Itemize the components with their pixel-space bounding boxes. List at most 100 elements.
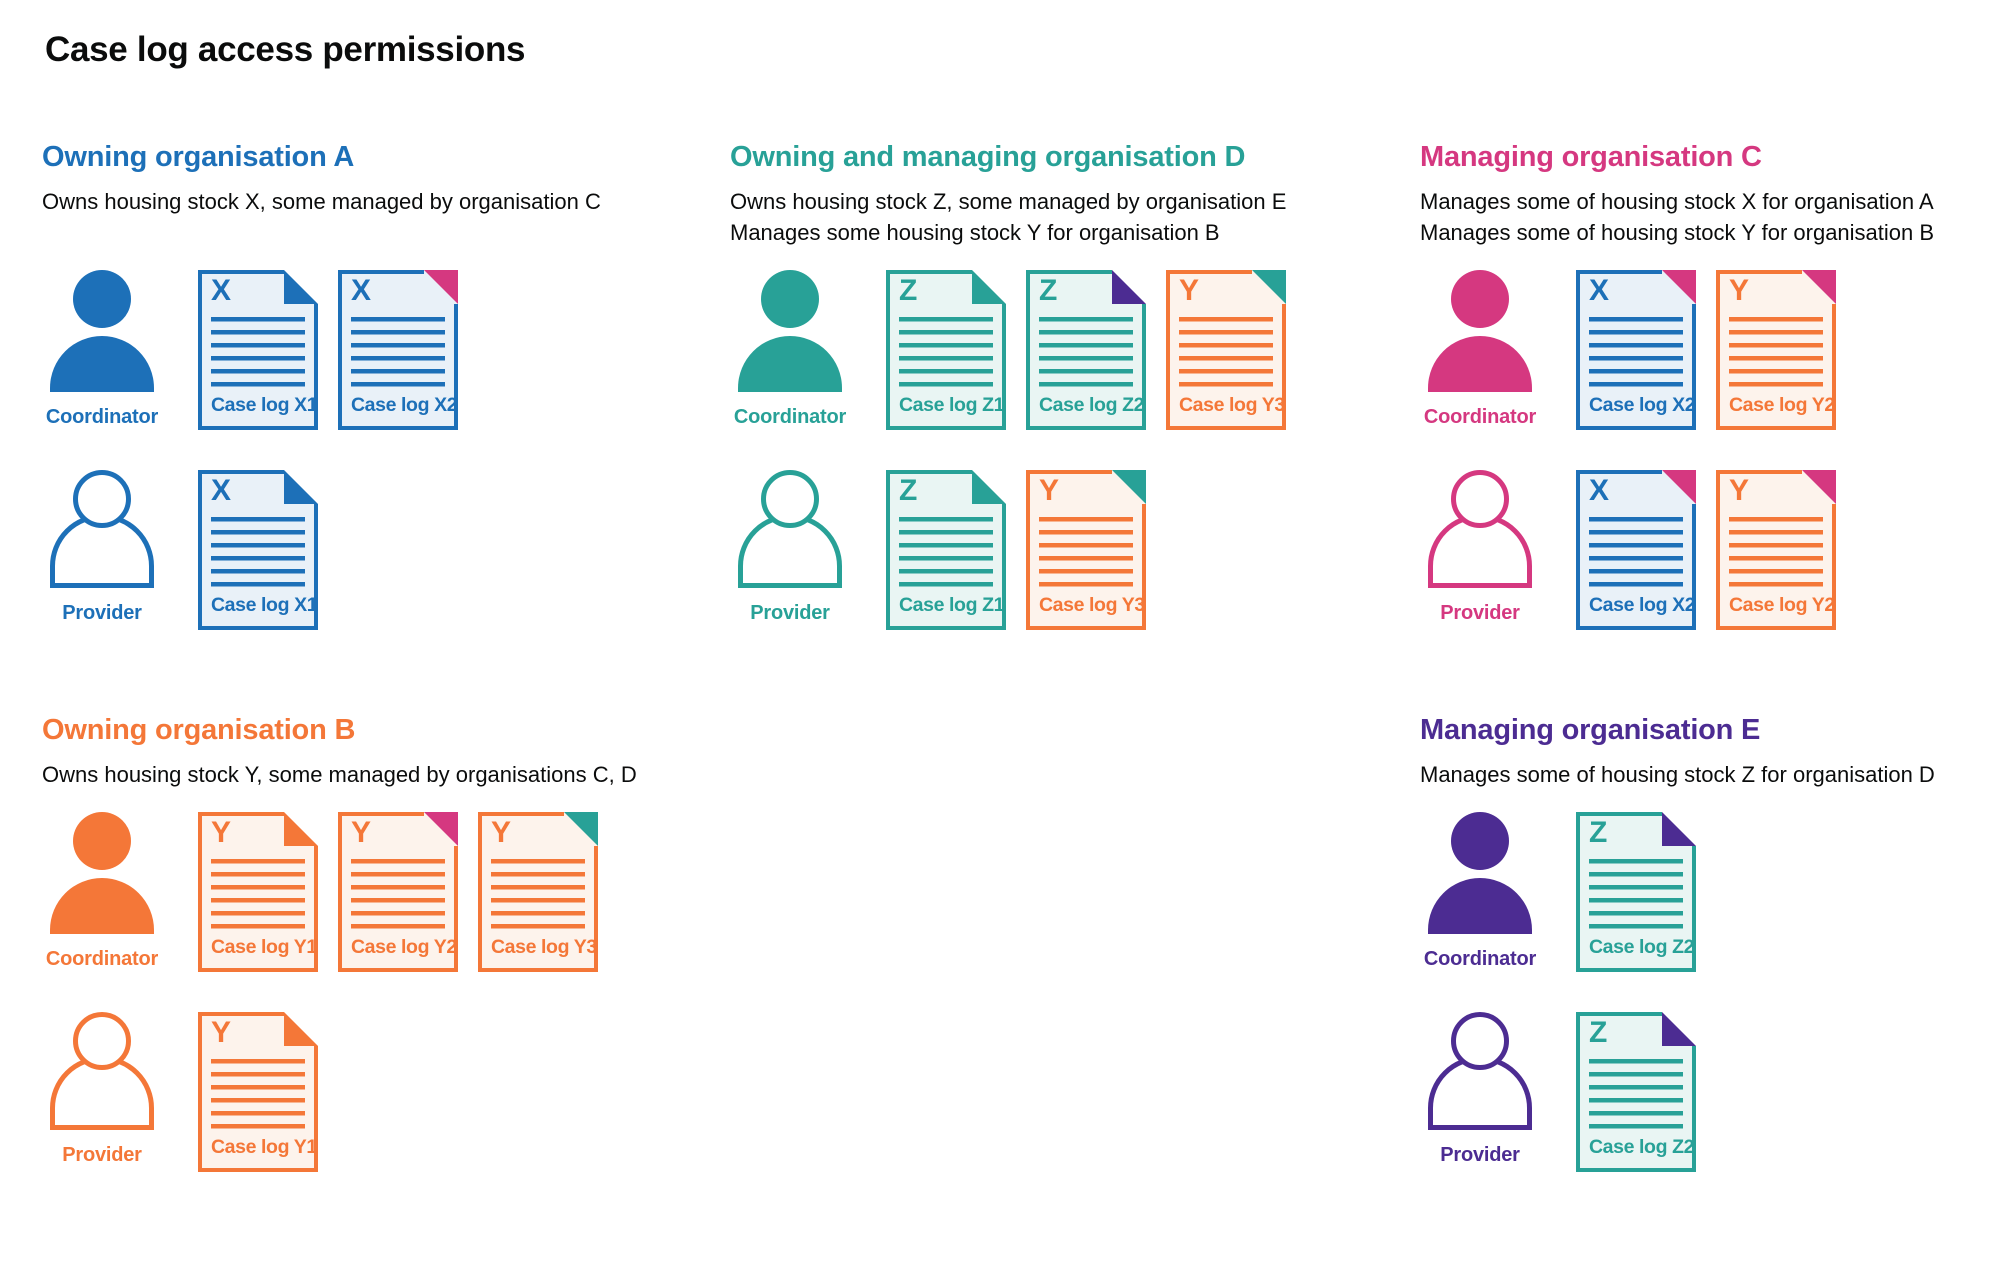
document-stock-letter: X	[211, 274, 232, 307]
document-page	[338, 812, 458, 972]
document-text-line	[1589, 872, 1683, 877]
provider-permission-row: Provider X Case log X1	[42, 470, 692, 630]
document-text-line	[211, 556, 305, 561]
document-text-line	[1179, 343, 1273, 348]
case-log-document: Z Case log Z2	[1576, 812, 1696, 972]
document-page	[886, 270, 1006, 430]
document-text-line	[211, 1098, 305, 1103]
case-log-document-icon	[198, 1012, 318, 1172]
document-text-line	[899, 343, 993, 348]
document-fold-icon	[284, 812, 318, 846]
document-text-line	[899, 330, 993, 335]
document-text-line	[1039, 330, 1133, 335]
document-label: Case log X2	[1589, 394, 1696, 416]
document-fold-icon	[1252, 270, 1286, 304]
document-stock-letter: Z	[1589, 1016, 1608, 1049]
document-text-line	[1039, 343, 1133, 348]
organisation-section-org-b: Owning organisation B Owns housing stock …	[42, 713, 692, 1212]
document-border	[338, 270, 458, 430]
person-head-icon	[1451, 812, 1509, 870]
document-text-line	[1039, 582, 1133, 587]
section-heading: Owning organisation A	[42, 141, 355, 173]
case-log-document: Y Case log Y1	[198, 812, 318, 972]
document-text-line	[491, 885, 585, 890]
document-text-line	[1589, 911, 1683, 916]
document-text-line	[1729, 569, 1823, 574]
document-text-line	[211, 1072, 305, 1077]
case-log-document-icon	[886, 470, 1006, 630]
document-border	[1166, 270, 1286, 430]
person-role-label: Coordinator	[733, 406, 847, 428]
document-text-line	[1589, 517, 1683, 522]
document-stock-letter: Y	[351, 816, 372, 849]
section-description-line: Owns housing stock X, some managed by or…	[42, 189, 601, 214]
coordinator-permission-row: Coordinator Z Case log Z1 Z Case log Z2 Y C…	[730, 270, 1360, 430]
document-text-line	[211, 330, 305, 335]
document-text-line	[1589, 1072, 1683, 1077]
section-description: Manages some of housing stock Z for orga…	[1420, 759, 1990, 790]
provider-person-icon: Provider	[1420, 1012, 1540, 1167]
person-head-icon	[761, 470, 819, 528]
document-text-line	[351, 382, 445, 387]
document-text-line	[211, 369, 305, 374]
document-text-line	[1589, 556, 1683, 561]
document-page	[1576, 812, 1696, 972]
document-text-line	[1589, 317, 1683, 322]
document-text-line	[491, 911, 585, 916]
document-stock-letter: Z	[899, 474, 918, 507]
document-page	[198, 812, 318, 972]
document-text-line	[211, 1124, 305, 1129]
document-text-line	[351, 369, 445, 374]
provider-person-icon: Provider	[1420, 470, 1540, 625]
person-role-label: Coordinator	[1423, 406, 1537, 428]
document-text-line	[211, 543, 305, 548]
case-log-document: Y Case log Y3	[1026, 470, 1146, 630]
document-text-line	[1729, 343, 1823, 348]
section-heading: Managing organisation C	[1420, 141, 1762, 173]
document-text-line	[1729, 543, 1823, 548]
case-log-document: X Case log X1	[198, 270, 318, 430]
document-text-line	[1589, 1085, 1683, 1090]
document-fold-icon	[424, 270, 458, 304]
document-fold-icon	[1802, 270, 1836, 304]
case-log-document-icon	[338, 270, 458, 430]
document-text-line	[211, 1085, 305, 1090]
case-log-document-icon	[198, 470, 318, 630]
person-role-label: Provider	[62, 602, 142, 624]
person-body-icon	[50, 878, 154, 934]
document-fold-icon	[564, 812, 598, 846]
document-border	[198, 470, 318, 630]
document-fold-icon	[1112, 270, 1146, 304]
document-text-line	[1039, 356, 1133, 361]
person-role-label: Coordinator	[1423, 948, 1537, 970]
document-label: Case log Y3	[491, 936, 597, 958]
document-border	[1576, 812, 1696, 972]
document-text-line	[899, 369, 993, 374]
document-text-line	[1589, 1111, 1683, 1116]
document-text-line	[1589, 1098, 1683, 1103]
document-text-line	[1589, 1124, 1683, 1129]
case-log-document: Z Case log Z2	[1026, 270, 1146, 430]
document-stock-letter: X	[351, 274, 372, 307]
document-text-line	[211, 911, 305, 916]
document-stock-letter: Z	[899, 274, 918, 307]
permission-rows: Coordinator X Case log X1 X Case log X2 Pro…	[42, 270, 692, 630]
page-title: Case log access permissions	[45, 30, 526, 69]
document-fold-icon	[284, 1012, 318, 1046]
document-text-line	[1039, 543, 1133, 548]
document-text-line	[211, 924, 305, 929]
document-text-line	[351, 343, 445, 348]
document-text-line	[211, 517, 305, 522]
organisation-section-org-a: Owning organisation A Owns housing stock …	[42, 140, 692, 670]
person-role-label: Coordinator	[45, 406, 159, 428]
document-border	[886, 270, 1006, 430]
document-fold-icon	[284, 470, 318, 504]
document-text-line	[1589, 369, 1683, 374]
document-text-line	[1039, 530, 1133, 535]
section-description: Manages some of housing stock X for orga…	[1420, 186, 1990, 248]
document-border	[338, 812, 458, 972]
case-log-document: X Case log X2	[1576, 470, 1696, 630]
case-log-document-icon	[1576, 812, 1696, 972]
coordinator-permission-row: Coordinator Z Case log Z2	[1420, 812, 1990, 972]
